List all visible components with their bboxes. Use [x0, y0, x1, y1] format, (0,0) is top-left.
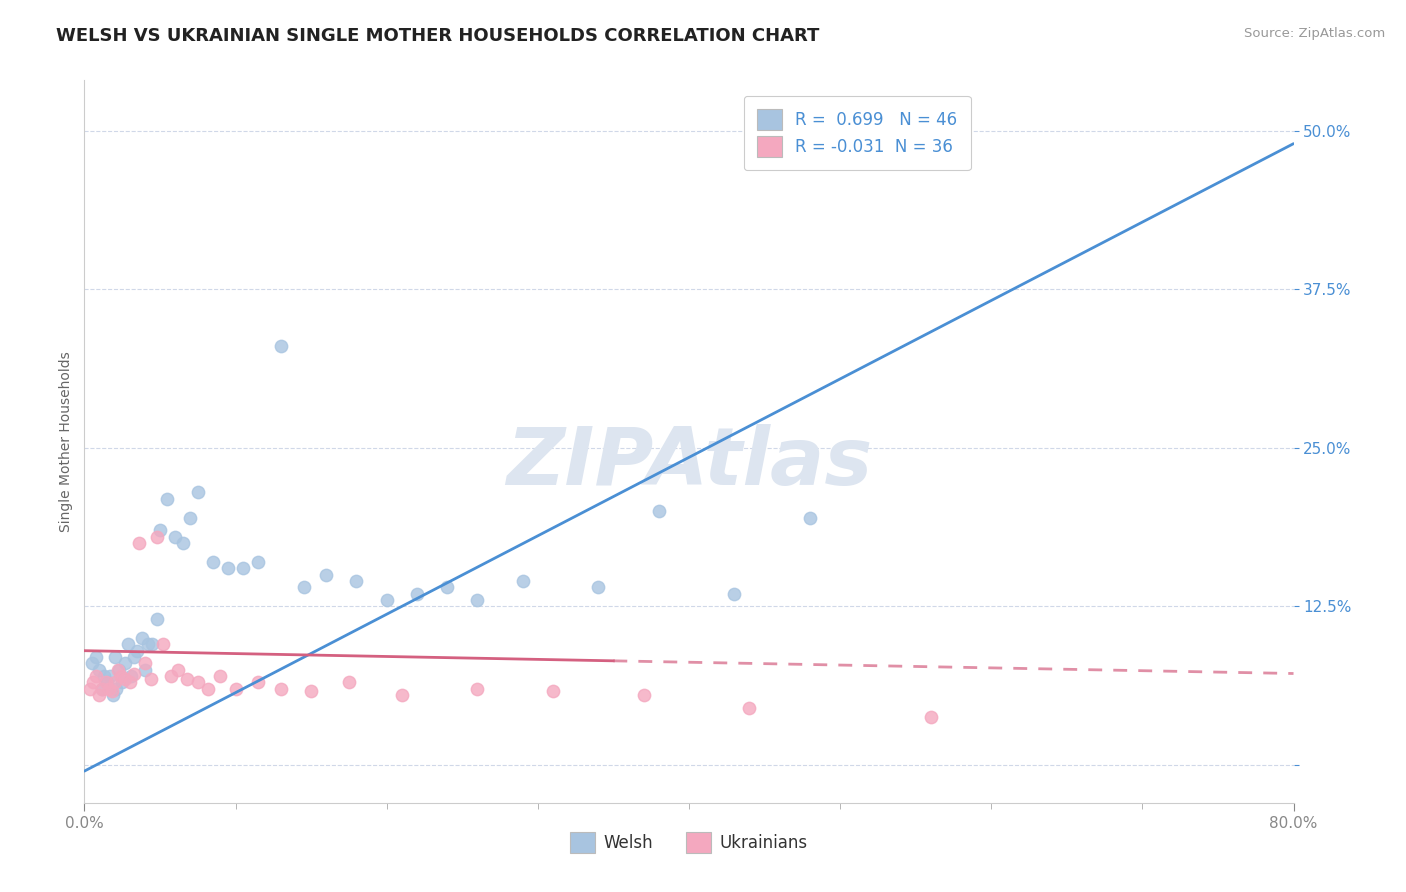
- Point: [292, 580, 315, 594]
- Point: [270, 339, 292, 353]
- Point: [337, 675, 360, 690]
- Point: [104, 675, 127, 690]
- Point: [588, 580, 610, 594]
- Point: [79, 681, 101, 696]
- Point: [114, 657, 136, 671]
- Point: [375, 593, 398, 607]
- Point: [96, 675, 118, 690]
- Point: [101, 688, 124, 702]
- Point: [232, 561, 254, 575]
- Point: [149, 523, 172, 537]
- Point: [110, 669, 132, 683]
- Point: [80, 657, 103, 671]
- Point: [209, 669, 232, 683]
- Point: [82, 675, 104, 690]
- Point: [512, 574, 534, 588]
- Point: [346, 574, 368, 588]
- Point: [179, 510, 201, 524]
- Point: [107, 663, 129, 677]
- Point: [91, 681, 114, 696]
- Point: [120, 669, 142, 683]
- Point: [799, 510, 821, 524]
- Point: [91, 681, 114, 696]
- Point: [201, 555, 224, 569]
- Text: WELSH VS UKRAINIAN SINGLE MOTHER HOUSEHOLDS CORRELATION CHART: WELSH VS UKRAINIAN SINGLE MOTHER HOUSEHO…: [56, 27, 820, 45]
- Point: [104, 650, 127, 665]
- Point: [117, 637, 139, 651]
- Point: [141, 637, 163, 651]
- Text: ZIPAtlas: ZIPAtlas: [506, 425, 872, 502]
- Point: [111, 675, 134, 690]
- Point: [315, 567, 337, 582]
- Point: [94, 675, 117, 690]
- Point: [156, 491, 179, 506]
- Point: [139, 672, 162, 686]
- Point: [247, 675, 270, 690]
- Point: [100, 684, 122, 698]
- Point: [738, 700, 761, 714]
- Point: [89, 688, 111, 702]
- Point: [118, 675, 141, 690]
- Point: [723, 587, 745, 601]
- Point: [98, 669, 121, 683]
- Point: [128, 536, 150, 550]
- Point: [134, 657, 156, 671]
- Point: [122, 650, 145, 665]
- Point: [105, 681, 128, 696]
- Point: [541, 684, 564, 698]
- Point: [146, 530, 169, 544]
- Point: [225, 681, 247, 696]
- Point: [134, 663, 156, 677]
- Y-axis label: Single Mother Households: Single Mother Households: [59, 351, 73, 532]
- Point: [270, 681, 292, 696]
- Point: [247, 555, 270, 569]
- Point: [122, 666, 145, 681]
- Point: [136, 637, 159, 651]
- Point: [197, 681, 219, 696]
- Point: [93, 669, 115, 683]
- Point: [86, 650, 108, 665]
- Text: Source: ZipAtlas.com: Source: ZipAtlas.com: [1244, 27, 1385, 40]
- Point: [406, 587, 429, 601]
- Point: [467, 593, 489, 607]
- Point: [172, 536, 194, 550]
- Point: [127, 643, 149, 657]
- Point: [131, 631, 153, 645]
- Point: [146, 612, 169, 626]
- Point: [176, 672, 198, 686]
- Point: [165, 530, 187, 544]
- Point: [217, 561, 239, 575]
- Point: [159, 669, 181, 683]
- Point: [648, 504, 671, 518]
- Point: [633, 688, 655, 702]
- Point: [187, 675, 209, 690]
- Point: [436, 580, 458, 594]
- Point: [187, 485, 209, 500]
- Point: [86, 669, 108, 683]
- Point: [391, 688, 413, 702]
- Legend: Welsh, Ukrainians: Welsh, Ukrainians: [564, 826, 814, 860]
- Point: [467, 681, 489, 696]
- Point: [152, 637, 174, 651]
- Point: [920, 709, 942, 723]
- Point: [89, 663, 111, 677]
- Point: [1161, 35, 1184, 49]
- Point: [108, 663, 131, 677]
- Point: [114, 672, 136, 686]
- Point: [299, 684, 322, 698]
- Point: [97, 681, 120, 696]
- Point: [167, 663, 190, 677]
